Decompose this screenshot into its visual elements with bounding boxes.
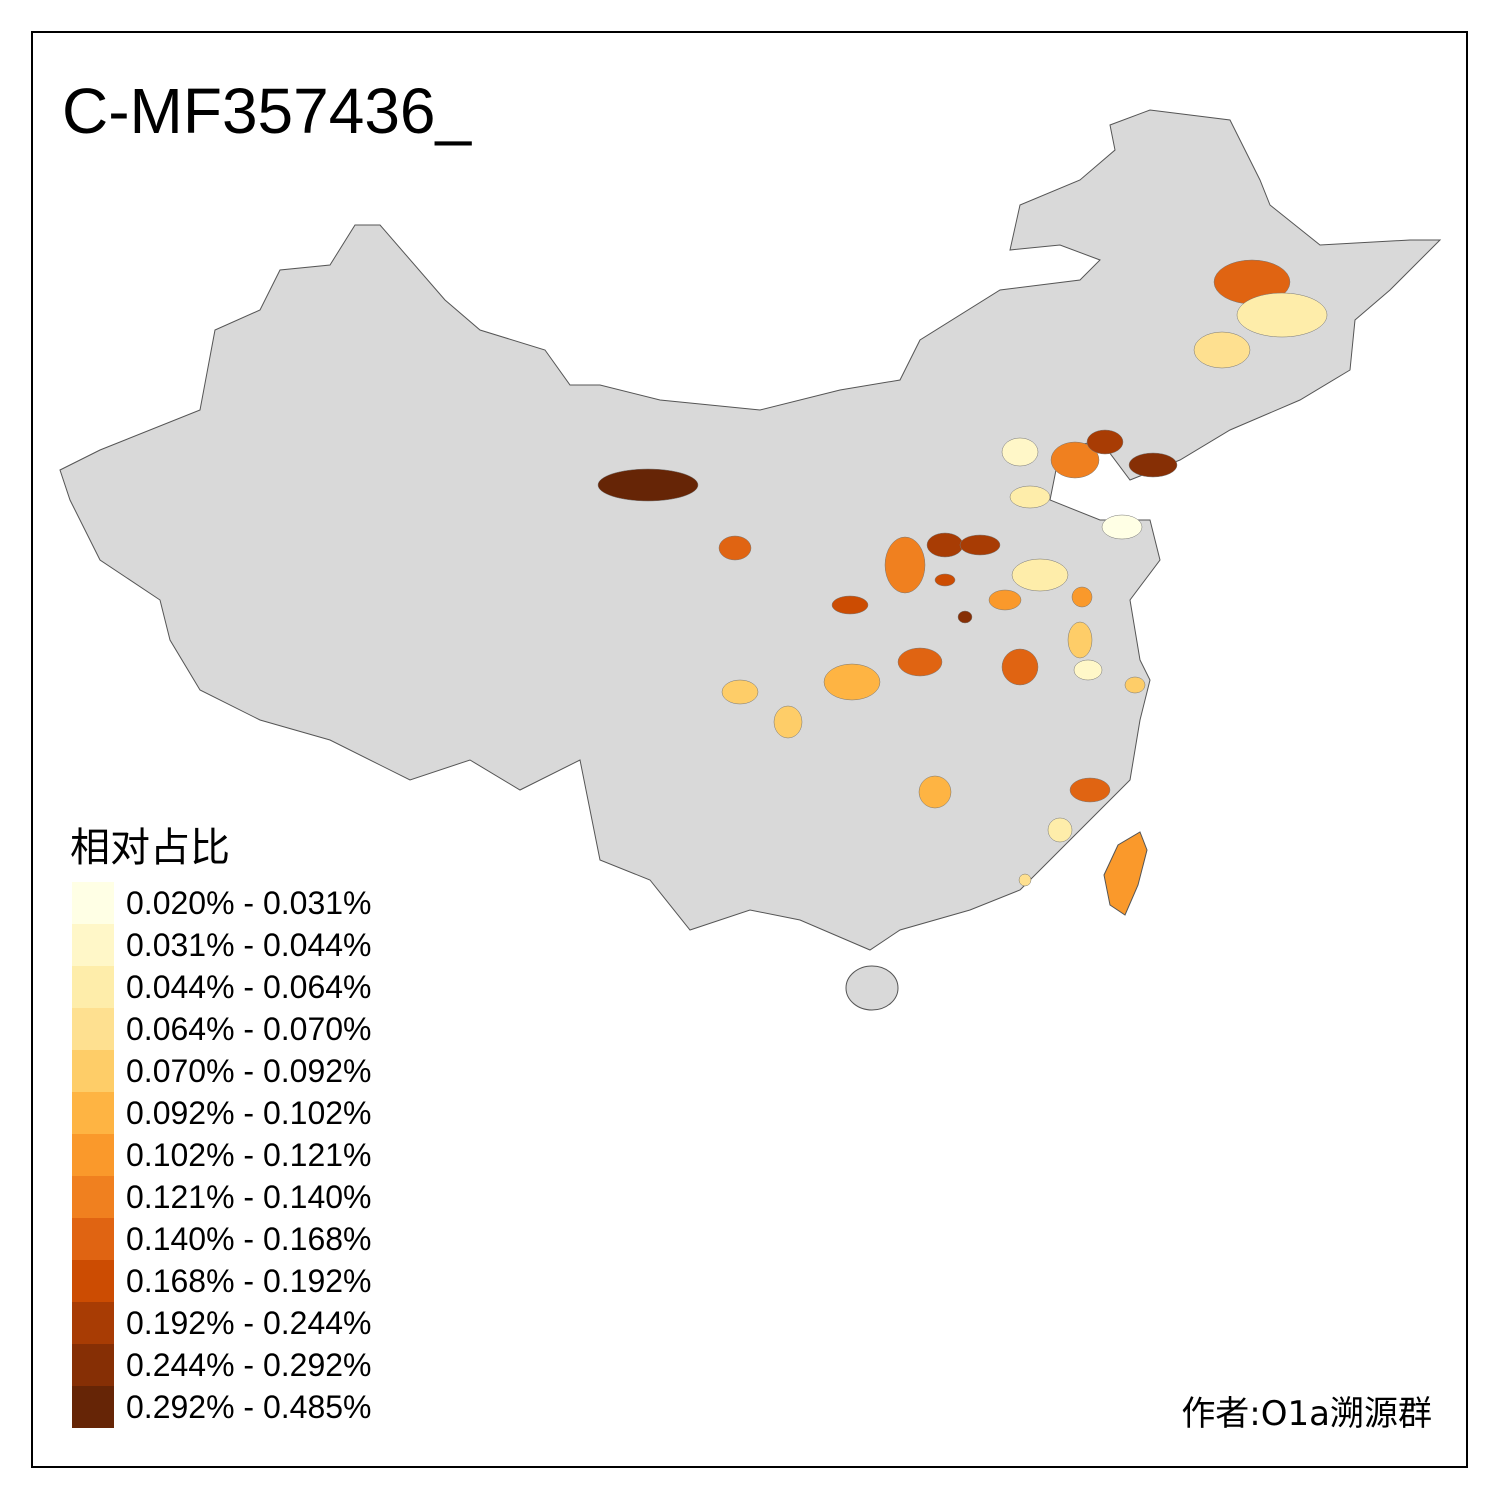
- legend-label: 0.292% - 0.485%: [126, 1388, 372, 1425]
- legend-label: 0.044% - 0.064%: [126, 968, 372, 1005]
- legend-item: 0.092% - 0.102%: [72, 1092, 372, 1134]
- legend-item: 0.044% - 0.064%: [72, 966, 372, 1008]
- legend-item: 0.064% - 0.070%: [72, 1008, 372, 1050]
- region-fill: [1050, 441, 1100, 479]
- region-fill: [721, 679, 759, 705]
- region-fill: [959, 534, 1001, 556]
- legend-label: 0.070% - 0.092%: [126, 1052, 372, 1089]
- legend-swatch: [72, 1092, 114, 1134]
- legend-label: 0.140% - 0.168%: [126, 1220, 372, 1257]
- legend-label: 0.192% - 0.244%: [126, 1304, 372, 1341]
- region-fill: [1101, 514, 1143, 540]
- legend-item: 0.140% - 0.168%: [72, 1218, 372, 1260]
- region-fill: [934, 573, 956, 587]
- region-fill: [1071, 586, 1093, 608]
- region-taiwan: [1103, 831, 1148, 916]
- legend-swatch: [72, 1218, 114, 1260]
- legend-item: 0.244% - 0.292%: [72, 1344, 372, 1386]
- legend-label: 0.102% - 0.121%: [126, 1136, 372, 1173]
- legend-swatch: [72, 1386, 114, 1428]
- legend-swatch: [72, 882, 114, 924]
- region-fill: [1086, 429, 1124, 455]
- region-fill: [718, 535, 752, 561]
- legend-title: 相对占比: [70, 825, 230, 871]
- region-fill: [1047, 817, 1073, 843]
- mainland-outline: [59, 109, 1442, 951]
- region-fill: [1073, 659, 1103, 681]
- legend-label: 0.064% - 0.070%: [126, 1010, 372, 1047]
- region-fill: [597, 468, 699, 502]
- legend-item: 0.070% - 0.092%: [72, 1050, 372, 1092]
- region-fill: [1069, 777, 1111, 803]
- legend-swatch: [72, 924, 114, 966]
- legend-item: 0.168% - 0.192%: [72, 1260, 372, 1302]
- legend-label: 0.244% - 0.292%: [126, 1346, 372, 1383]
- legend-item: 0.121% - 0.140%: [72, 1176, 372, 1218]
- legend-swatch: [72, 1260, 114, 1302]
- author-credit: 作者:O1a溯源群: [1181, 1394, 1432, 1434]
- region-fill: [884, 536, 926, 594]
- legend-item: 0.192% - 0.244%: [72, 1302, 372, 1344]
- legend-swatch: [72, 1050, 114, 1092]
- legend-label: 0.092% - 0.102%: [126, 1094, 372, 1131]
- legend-item: 0.020% - 0.031%: [72, 882, 372, 924]
- legend-label: 0.121% - 0.140%: [126, 1178, 372, 1215]
- region-fill: [773, 705, 803, 739]
- region-fill: [988, 589, 1022, 611]
- region-fill: [1128, 452, 1178, 478]
- legend-label: 0.020% - 0.031%: [126, 884, 372, 921]
- region-fill: [1011, 558, 1069, 592]
- legend-label: 0.031% - 0.044%: [126, 926, 372, 963]
- legend-swatch: [72, 1008, 114, 1050]
- region-fill: [957, 610, 973, 624]
- region-fill: [918, 775, 952, 809]
- legend-item: 0.292% - 0.485%: [72, 1386, 372, 1428]
- region-fill: [1067, 621, 1093, 659]
- legend: 0.020% - 0.031% 0.031% - 0.044% 0.044% - 0…: [72, 882, 372, 1428]
- legend-label: 0.168% - 0.192%: [126, 1262, 372, 1299]
- region-fill: [1193, 331, 1251, 369]
- legend-swatch: [72, 966, 114, 1008]
- region-fill: [1236, 292, 1328, 338]
- map-frame: [31, 31, 1468, 1468]
- region-fill: [1001, 437, 1039, 467]
- region-fill: [823, 663, 881, 701]
- legend-swatch: [72, 1176, 114, 1218]
- legend-item: 0.031% - 0.044%: [72, 924, 372, 966]
- legend-swatch: [72, 1302, 114, 1344]
- region-fill: [926, 532, 964, 558]
- region-layer: [597, 259, 1328, 887]
- hainan-island: [845, 965, 899, 1011]
- region-fill: [1018, 873, 1032, 887]
- legend-swatch: [72, 1344, 114, 1386]
- region-fill: [1009, 485, 1051, 509]
- legend-item: 0.102% - 0.121%: [72, 1134, 372, 1176]
- region-fill: [1001, 648, 1039, 686]
- region-fill: [1124, 676, 1146, 694]
- region-fill: [897, 647, 943, 677]
- region-fill: [831, 595, 869, 615]
- legend-swatch: [72, 1134, 114, 1176]
- map-title: C-MF357436_: [62, 75, 472, 147]
